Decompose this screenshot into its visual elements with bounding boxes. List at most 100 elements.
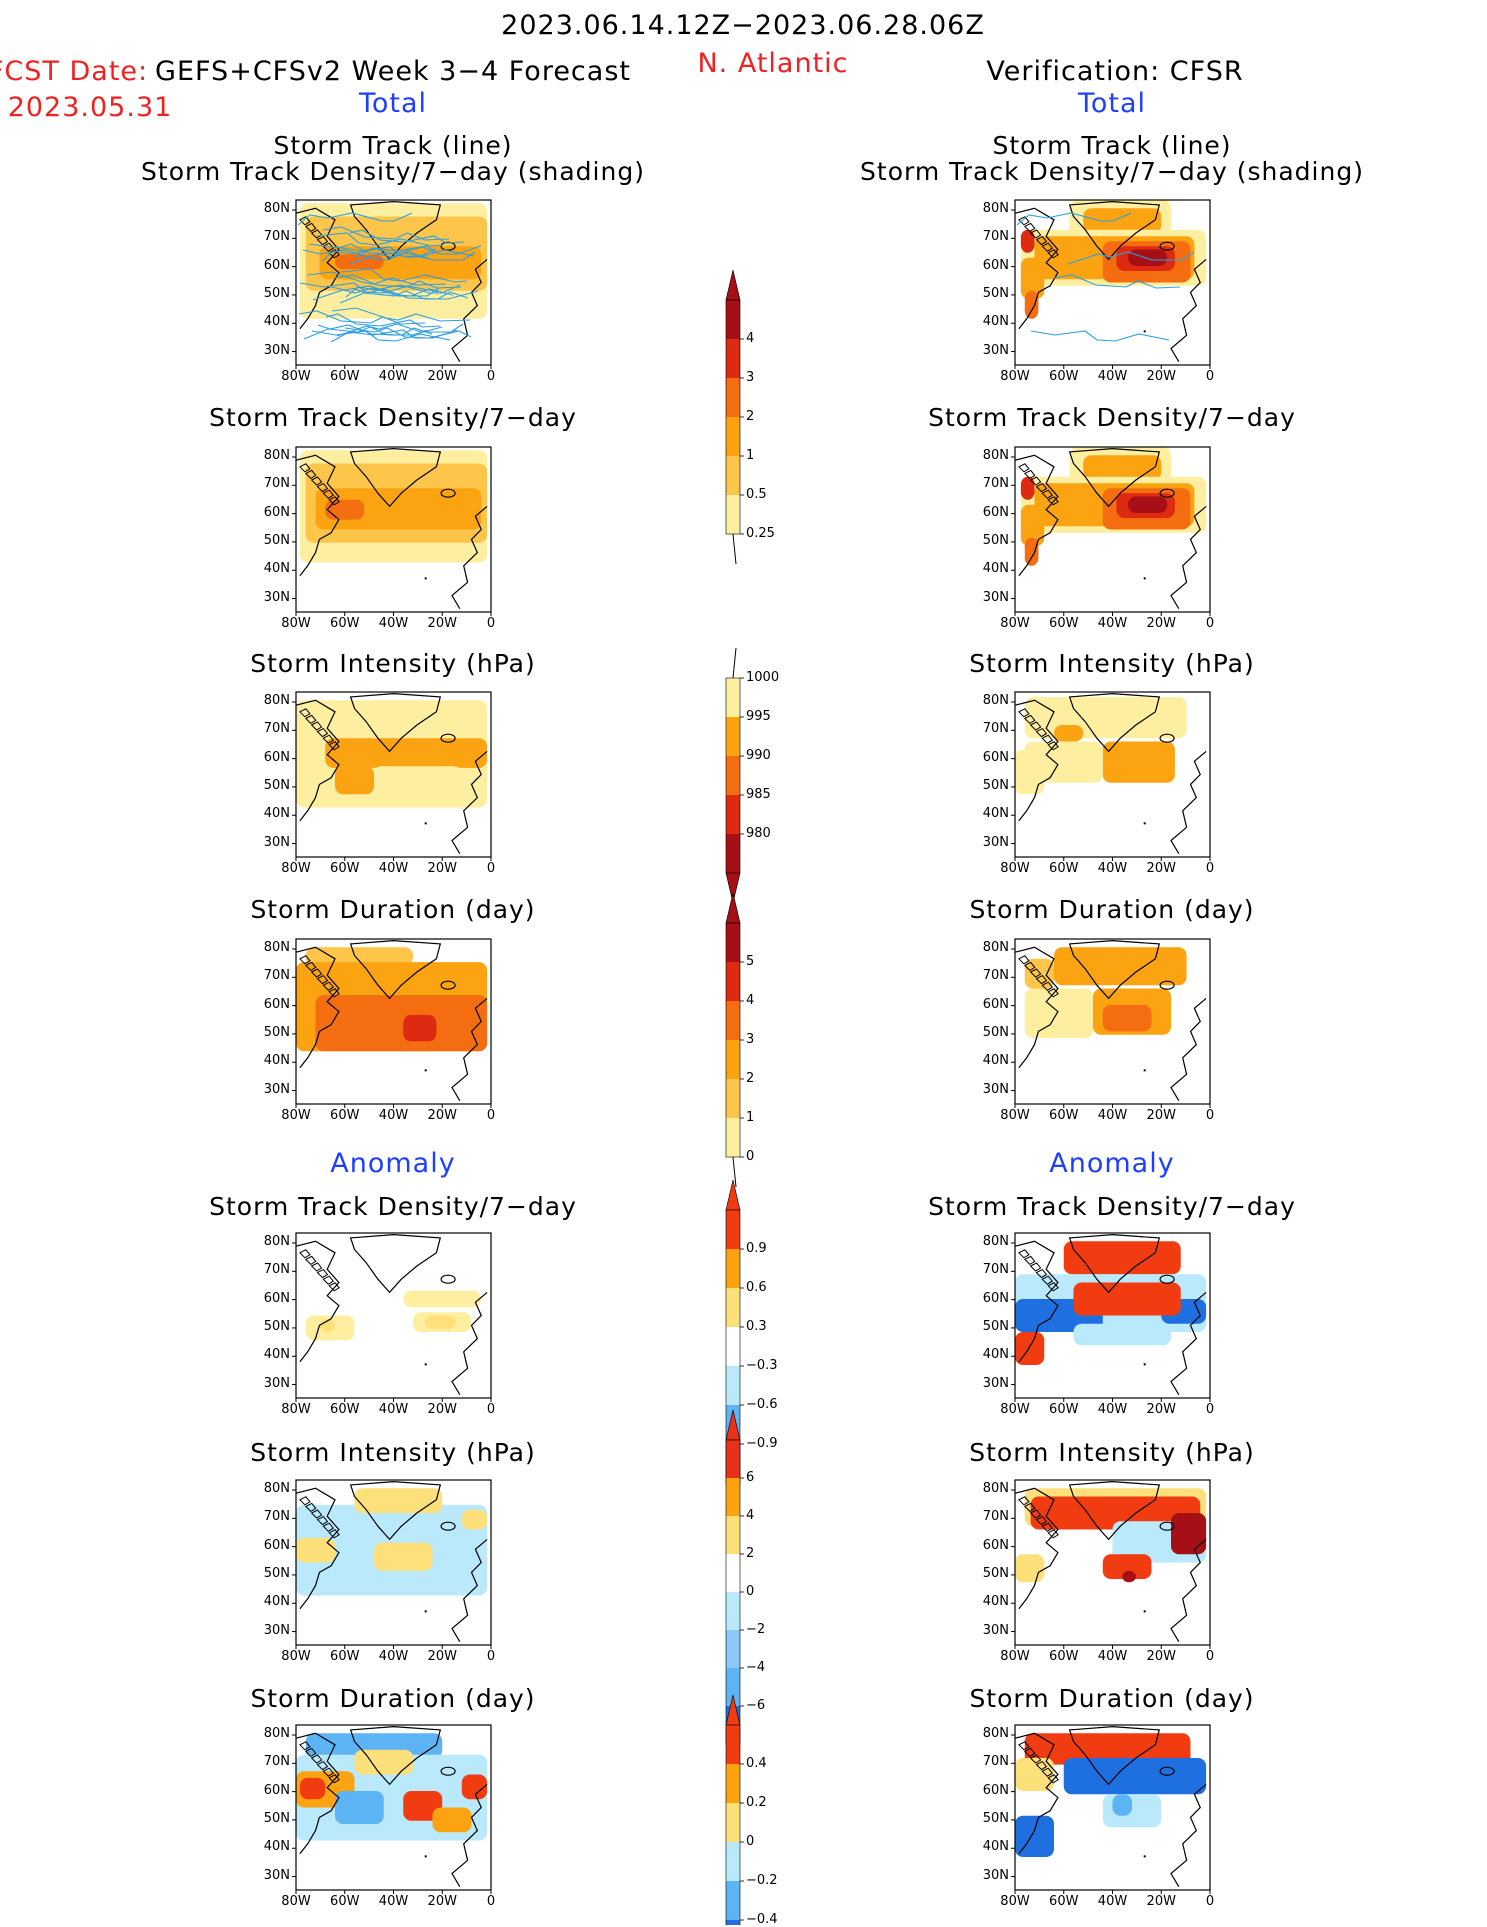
lat-label: 50N <box>982 777 1009 793</box>
lat-label: 40N <box>263 806 290 822</box>
shading-region <box>1102 1794 1162 1828</box>
arctic-island <box>1018 1741 1030 1751</box>
shading-region <box>299 1777 326 1800</box>
lon-label: 20W <box>427 861 457 876</box>
shading-region <box>296 1537 335 1563</box>
colorbar-segment <box>726 1516 740 1554</box>
left-map-panel-1 <box>292 199 492 369</box>
lon-label: 40W <box>378 861 409 876</box>
lon-label: 60W <box>1049 1894 1079 1909</box>
shading-region <box>1102 1005 1152 1032</box>
arctic-island <box>1029 1754 1042 1764</box>
arctic-island <box>304 469 317 480</box>
colorbar-segment <box>726 1079 740 1118</box>
lat-label: 30N <box>263 1867 290 1883</box>
left-map-panel-7 <box>292 1724 492 1894</box>
lon-label: 80W <box>1000 1649 1030 1664</box>
shading-region <box>403 1290 482 1308</box>
storm-track <box>1053 274 1181 289</box>
lat-label: 30N <box>982 1867 1009 1883</box>
arctic-island <box>1035 1515 1048 1526</box>
storm-track <box>325 313 441 328</box>
arctic-island <box>1018 708 1030 718</box>
lon-label: 80W <box>1000 1894 1030 1909</box>
storm-track <box>344 327 472 339</box>
greenland-coastline <box>1068 448 1161 508</box>
iceland-coastline <box>440 733 456 743</box>
europe-africa-coastline <box>1170 750 1207 855</box>
arctic-island <box>1041 1275 1054 1285</box>
right-panel-title-1b: Storm Track Density/7−day (shading) <box>860 157 1364 186</box>
colorbar-arrow-bottom <box>725 872 741 904</box>
lon-label: 40W <box>1097 1894 1128 1909</box>
lat-label: 30N <box>982 1622 1009 1638</box>
arctic-island <box>304 1747 317 1758</box>
shading-region <box>1128 496 1168 513</box>
lon-label: 80W <box>1000 861 1030 876</box>
north-america-coastline <box>295 1732 340 1855</box>
iceland-coastline <box>1159 1766 1175 1776</box>
arctic-island <box>1029 1262 1042 1272</box>
lat-label: 80N <box>263 693 290 708</box>
greenland-coastline <box>1068 1726 1161 1786</box>
lon-label: 60W <box>1049 616 1079 631</box>
right-map-panel-2 <box>1011 446 1211 616</box>
north-america-coastline <box>1014 1240 1059 1363</box>
shading-region <box>1054 947 1187 986</box>
storm-track-lines <box>297 212 482 343</box>
lon-label: 0 <box>1205 369 1215 384</box>
north-america-coastline <box>1014 1487 1059 1610</box>
arctic-island <box>1047 496 1059 506</box>
iceland-coastline <box>440 1521 456 1531</box>
lon-label: 80W <box>1000 1402 1030 1417</box>
lon-label: 20W <box>1146 369 1176 384</box>
lon-label: 0 <box>1205 1402 1215 1417</box>
storm-track <box>326 285 454 297</box>
colorbar-density <box>725 269 744 565</box>
lat-label: 40N <box>982 1053 1009 1069</box>
arctic-island <box>310 1754 323 1764</box>
lon-label: 20W <box>1146 1894 1176 1909</box>
shading-region <box>1112 1794 1132 1816</box>
lat-label: 40N <box>982 1347 1009 1363</box>
left-panel-title-5: Storm Track Density/7−day <box>209 1192 577 1221</box>
lat-label: 30N <box>982 1375 1009 1391</box>
lat-label: 60N <box>982 504 1009 520</box>
storm-track <box>353 288 469 300</box>
colorbar-segment <box>726 1920 740 1925</box>
left-map-panel-2 <box>292 446 492 616</box>
arctic-island <box>299 955 311 965</box>
lat-label: 70N <box>982 721 1009 737</box>
arctic-island <box>1047 988 1059 998</box>
europe-africa-coastline <box>1170 505 1207 610</box>
lat-label: 50N <box>982 532 1009 548</box>
north-america-coastline <box>295 1487 340 1610</box>
arctic-island <box>322 242 335 252</box>
arctic-island <box>322 1522 335 1532</box>
azores-island <box>1143 822 1146 825</box>
arctic-island <box>1047 249 1059 259</box>
colorbar-segment <box>726 1001 740 1040</box>
greenland-coastline <box>349 201 442 261</box>
north-america-coastline <box>1014 699 1059 822</box>
lat-label: 40N <box>982 314 1009 330</box>
left-map-panel-5 <box>292 1232 492 1402</box>
iceland-coastline <box>440 980 456 990</box>
colorbar-segment <box>726 923 740 962</box>
colorbar-arrow-top <box>725 1179 741 1211</box>
shading-region <box>354 1749 413 1775</box>
lat-label: 30N <box>263 1081 290 1097</box>
storm-track <box>297 212 413 226</box>
arctic-island <box>1041 489 1054 499</box>
lon-label: 20W <box>1146 1402 1176 1417</box>
shading-region <box>1020 504 1045 546</box>
lat-label: 70N <box>982 1754 1009 1770</box>
lon-label: 40W <box>1097 369 1128 384</box>
azores-island <box>1143 1363 1146 1366</box>
colorbar-label: −0.9 <box>746 1436 778 1451</box>
lon-label: 20W <box>1146 1649 1176 1664</box>
colorbar-label: 0.9 <box>746 1241 767 1256</box>
azores-island <box>1143 1610 1146 1613</box>
shading-region <box>1073 1282 1181 1316</box>
lon-label: 20W <box>427 1108 457 1123</box>
